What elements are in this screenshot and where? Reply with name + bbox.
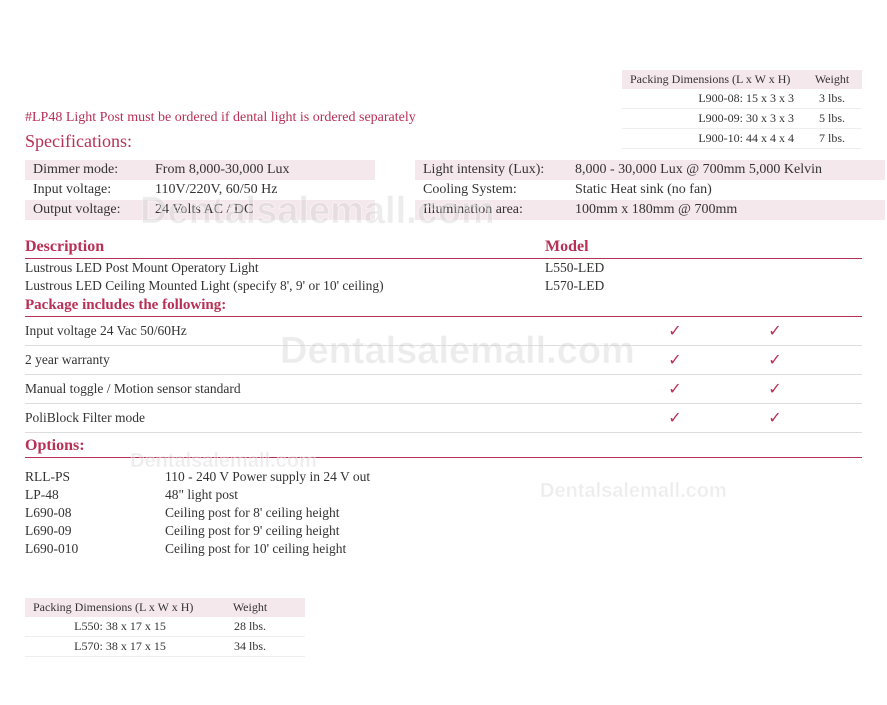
option-code: L690-09 (25, 523, 165, 539)
spec-label: Illumination area: (415, 202, 575, 218)
package-label: Input voltage 24 Vac 50/60Hz (25, 323, 625, 339)
check-icon: ✓ (625, 379, 725, 399)
bottom-table-row: L550: 38 x 17 x 15 28 lbs. (25, 617, 305, 637)
top-table-cell: 5 lbs. (802, 109, 862, 128)
spec-row: Input voltage: 110V/220V, 60/50 Hz (25, 180, 375, 200)
package-label: 2 year warranty (25, 352, 625, 368)
top-table-header-weight: Weight (802, 70, 862, 89)
option-desc: Ceiling post for 9' ceiling height (165, 523, 340, 539)
package-row: Input voltage 24 Vac 50/60Hz ✓ ✓ (25, 317, 862, 346)
spec-label: Dimmer mode: (25, 162, 155, 178)
spec-row: Output voltage: 24 Volts AC / DC (25, 200, 375, 220)
check-icon: ✓ (725, 379, 825, 399)
package-label: PoliBlock Filter mode (25, 410, 625, 426)
spec-value: 24 Volts AC / DC (155, 202, 375, 218)
spec-value: 100mm x 180mm @ 700mm (575, 202, 885, 218)
spec-label: Light intensity (Lux): (415, 162, 575, 178)
options-heading: Options: (25, 437, 862, 458)
spec-value: From 8,000-30,000 Lux (155, 162, 375, 178)
bottom-table-cell: 28 lbs. (215, 617, 285, 636)
bottom-table-cell: L550: 38 x 17 x 15 (25, 617, 215, 636)
top-packing-table: Packing Dimensions (L x W x H) Weight L9… (622, 70, 862, 149)
bottom-table-header-weight: Weight (215, 598, 285, 617)
top-table-row: L900-09: 30 x 3 x 3 5 lbs. (622, 109, 862, 129)
spec-value: 8,000 - 30,000 Lux @ 700mm 5,000 Kelvin (575, 162, 885, 178)
model-cell: L550-LED (545, 260, 705, 276)
check-icon: ✓ (725, 350, 825, 370)
description-header: Description (25, 238, 545, 256)
package-heading: Package includes the following: (25, 297, 862, 317)
model-cell: L570-LED (545, 278, 705, 294)
top-table-cell: L900-09: 30 x 3 x 3 (622, 109, 802, 128)
check-icon: ✓ (725, 321, 825, 341)
bottom-packing-table: Packing Dimensions (L x W x H) Weight L5… (25, 598, 305, 657)
check-icon: ✓ (725, 408, 825, 428)
check-icon: ✓ (625, 321, 725, 341)
top-table-header-dim: Packing Dimensions (L x W x H) (622, 70, 802, 89)
description-cell: Lustrous LED Ceiling Mounted Light (spec… (25, 278, 545, 294)
check-icon: ✓ (625, 408, 725, 428)
package-row: PoliBlock Filter mode ✓ ✓ (25, 404, 862, 433)
spec-label: Cooling System: (415, 182, 575, 198)
package-label: Manual toggle / Motion sensor standard (25, 381, 625, 397)
description-model-section: Description Model Lustrous LED Post Moun… (25, 238, 862, 295)
option-code: LP-48 (25, 487, 165, 503)
specs-right-column: Light intensity (Lux): 8,000 - 30,000 Lu… (415, 160, 885, 220)
option-desc: Ceiling post for 10' ceiling height (165, 541, 346, 557)
top-table-cell: 7 lbs. (802, 129, 862, 148)
top-table-cell: L900-08: 15 x 3 x 3 (622, 89, 802, 108)
description-cell: Lustrous LED Post Mount Operatory Light (25, 260, 545, 276)
top-table-row: L900-08: 15 x 3 x 3 3 lbs. (622, 89, 862, 109)
spec-value: 110V/220V, 60/50 Hz (155, 182, 375, 198)
spec-label: Input voltage: (25, 182, 155, 198)
option-desc: 48" light post (165, 487, 238, 503)
desc-model-row: Lustrous LED Post Mount Operatory Light … (25, 259, 862, 277)
option-code: L690-010 (25, 541, 165, 557)
spec-row: Dimmer mode: From 8,000-30,000 Lux (25, 160, 375, 180)
spec-row: Light intensity (Lux): 8,000 - 30,000 Lu… (415, 160, 885, 180)
top-table-cell: 3 lbs. (802, 89, 862, 108)
option-row: RLL-PS 110 - 240 V Power supply in 24 V … (25, 468, 862, 486)
option-row: L690-09 Ceiling post for 9' ceiling heig… (25, 522, 862, 540)
bottom-table-header-dim: Packing Dimensions (L x W x H) (25, 598, 215, 617)
desc-model-header: Description Model (25, 238, 862, 259)
option-row: L690-08 Ceiling post for 8' ceiling heig… (25, 504, 862, 522)
spec-value: Static Heat sink (no fan) (575, 182, 885, 198)
specs-grid: Dimmer mode: From 8,000-30,000 Lux Input… (25, 160, 862, 220)
top-table-row: L900-10: 44 x 4 x 4 7 lbs. (622, 129, 862, 149)
bottom-table-row: L570: 38 x 17 x 15 34 lbs. (25, 637, 305, 657)
option-row: L690-010 Ceiling post for 10' ceiling he… (25, 540, 862, 558)
check-icon: ✓ (625, 350, 725, 370)
option-code: RLL-PS (25, 469, 165, 485)
option-code: L690-08 (25, 505, 165, 521)
spec-label: Output voltage: (25, 202, 155, 218)
desc-model-row: Lustrous LED Ceiling Mounted Light (spec… (25, 277, 862, 295)
package-row: 2 year warranty ✓ ✓ (25, 346, 862, 375)
top-table-cell: L900-10: 44 x 4 x 4 (622, 129, 802, 148)
spec-row: Cooling System: Static Heat sink (no fan… (415, 180, 885, 200)
bottom-table-cell: 34 lbs. (215, 637, 285, 656)
option-desc: 110 - 240 V Power supply in 24 V out (165, 469, 370, 485)
option-desc: Ceiling post for 8' ceiling height (165, 505, 340, 521)
option-row: LP-48 48" light post (25, 486, 862, 504)
spec-row: Illumination area: 100mm x 180mm @ 700mm (415, 200, 885, 220)
model-header: Model (545, 238, 705, 256)
specs-left-column: Dimmer mode: From 8,000-30,000 Lux Input… (25, 160, 375, 220)
package-row: Manual toggle / Motion sensor standard ✓… (25, 375, 862, 404)
bottom-table-cell: L570: 38 x 17 x 15 (25, 637, 215, 656)
